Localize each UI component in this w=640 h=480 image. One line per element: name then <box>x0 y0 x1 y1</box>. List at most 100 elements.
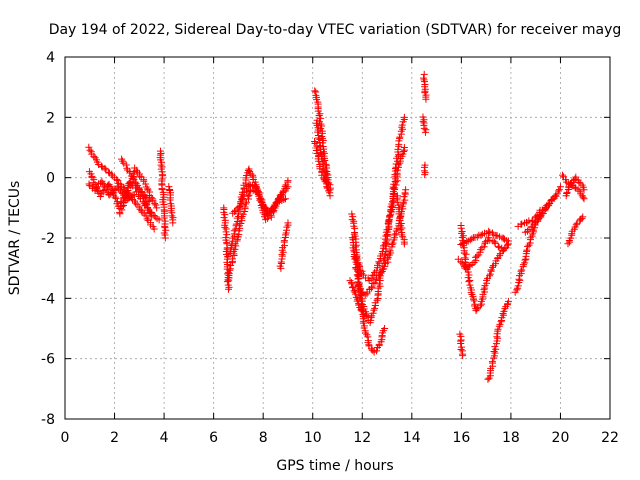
data-point <box>571 175 579 183</box>
data-point <box>501 245 509 253</box>
data-point <box>525 217 533 225</box>
data-point <box>457 340 465 348</box>
data-point <box>495 322 503 330</box>
data-point <box>111 193 119 201</box>
data-point <box>390 191 398 199</box>
data-point <box>375 258 383 266</box>
data-point <box>142 212 150 220</box>
data-point <box>232 225 240 233</box>
data-point <box>155 216 163 224</box>
data-point <box>131 178 139 186</box>
data-point <box>572 221 580 229</box>
data-point <box>481 238 489 246</box>
data-point <box>245 191 253 199</box>
data-point <box>321 177 329 185</box>
data-point <box>284 177 292 185</box>
data-point <box>518 266 526 274</box>
data-point <box>391 184 399 192</box>
data-point <box>486 270 494 278</box>
data-point <box>371 304 379 312</box>
y-tick-label: -6 <box>41 352 55 368</box>
data-point <box>277 258 285 266</box>
data-point <box>385 216 393 224</box>
data-point <box>401 189 409 197</box>
data-point <box>381 325 389 332</box>
data-point <box>393 225 401 233</box>
x-tick-label: 22 <box>601 430 619 446</box>
data-point <box>355 275 363 283</box>
data-point <box>349 283 357 291</box>
data-point <box>544 200 552 208</box>
data-point <box>499 246 507 254</box>
data-point <box>420 74 428 82</box>
data-point <box>143 215 151 223</box>
data-point <box>491 343 499 351</box>
data-point <box>491 238 499 246</box>
data-point <box>142 183 150 191</box>
data-point <box>382 232 390 240</box>
data-point <box>353 271 361 279</box>
data-point <box>394 161 402 169</box>
grid-lines <box>65 57 610 419</box>
data-point <box>243 184 251 192</box>
data-point <box>553 190 561 198</box>
data-point <box>280 196 288 204</box>
data-point <box>101 164 109 172</box>
x-tick-label: 16 <box>452 430 470 446</box>
data-point <box>348 284 356 292</box>
data-point <box>242 200 250 208</box>
data-point <box>480 243 488 251</box>
data-point <box>465 278 473 286</box>
data-point <box>374 284 382 292</box>
data-point <box>420 124 428 132</box>
data-point <box>542 204 550 212</box>
data-point <box>122 161 130 169</box>
data-point <box>421 171 429 179</box>
data-point <box>281 195 289 203</box>
data-point <box>314 134 322 142</box>
data-point <box>460 238 468 246</box>
data-point <box>398 121 406 129</box>
data-point <box>391 178 399 186</box>
data-point <box>491 239 499 247</box>
data-point <box>402 186 410 194</box>
data-point <box>458 259 466 267</box>
data-point <box>166 196 174 204</box>
data-point <box>151 200 159 208</box>
data-point <box>476 302 484 310</box>
data-point <box>143 201 151 209</box>
data-point <box>504 237 512 245</box>
data-point <box>555 186 563 194</box>
data-point <box>574 186 582 194</box>
x-tick-label: 6 <box>209 430 218 446</box>
data-point <box>372 276 380 284</box>
data-point <box>367 275 375 283</box>
data-point <box>373 296 381 304</box>
data-point <box>379 248 387 256</box>
data-point <box>323 183 331 191</box>
data-point <box>523 246 531 254</box>
data-point <box>230 208 238 216</box>
data-point <box>142 180 150 188</box>
y-tick-label: 2 <box>46 110 55 126</box>
data-point <box>396 217 404 225</box>
data-point <box>522 247 530 255</box>
data-point <box>473 252 481 260</box>
y-axis-label: SDTVAR / TECUs <box>7 181 23 296</box>
data-point <box>371 279 379 287</box>
data-point <box>242 172 250 180</box>
data-point <box>373 343 381 351</box>
data-point <box>384 255 392 263</box>
data-point <box>421 128 429 136</box>
data-point <box>579 213 587 221</box>
chart-title: Day 194 of 2022, Sidereal Day-to-day VTE… <box>49 22 622 38</box>
data-point <box>400 240 408 248</box>
data-point <box>368 283 376 291</box>
data-point <box>488 263 496 271</box>
x-tick-label: 4 <box>160 430 169 446</box>
data-point <box>126 169 134 177</box>
data-point <box>519 261 527 269</box>
data-point <box>473 305 481 313</box>
data-point <box>392 181 400 189</box>
data-point <box>108 185 116 193</box>
